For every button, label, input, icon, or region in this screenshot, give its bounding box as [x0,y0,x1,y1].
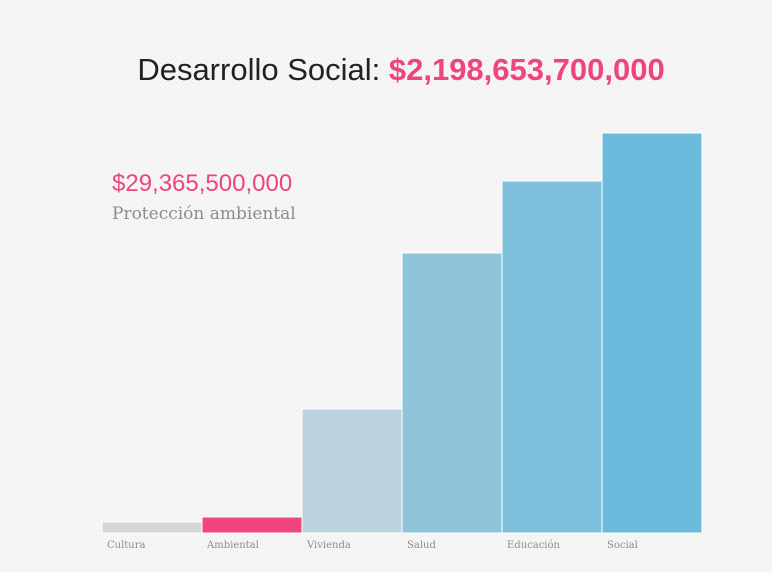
bar-ambiental[interactable] [201,516,303,534]
highlight-value: $29,365,500,000 [112,170,293,197]
x-tick-label: Social [607,540,638,551]
bar-vivienda[interactable] [301,408,403,534]
x-tick-label: Salud [407,540,436,551]
highlight-label: Protección ambiental [112,204,296,224]
chart-title-label: Desarrollo Social: [137,52,389,87]
x-tick-label: Ambiental [206,540,259,551]
x-tick-label: Vivienda [306,540,351,551]
bar-educación[interactable] [501,180,603,534]
x-tick-label: Cultura [107,540,146,551]
bar-social[interactable] [601,132,703,534]
highlight-annotation: $29,365,500,000 Protección ambiental [112,170,296,224]
bar-salud[interactable] [401,252,503,534]
chart-title-amount: $2,198,653,700,000 [388,52,665,87]
chart-title: Desarrollo Social: $2,198,653,700,000 [0,52,772,88]
bar-cultura[interactable] [101,521,203,534]
x-tick-label: Educación [507,540,561,551]
